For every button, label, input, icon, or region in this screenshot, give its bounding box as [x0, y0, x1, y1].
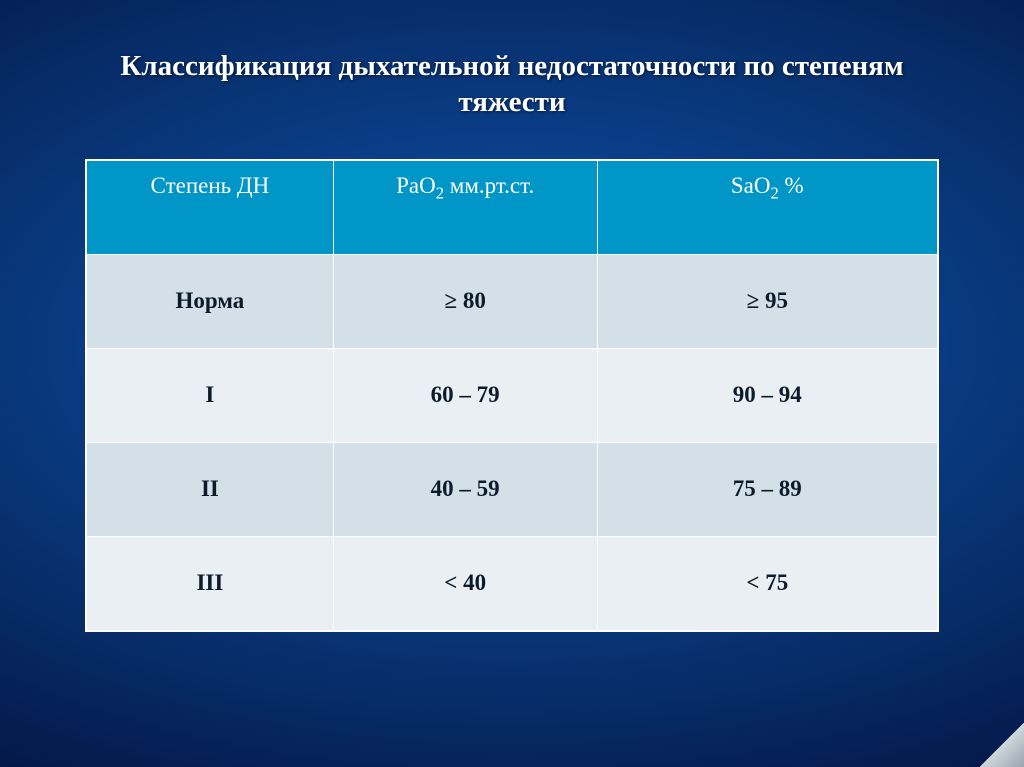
table-cell: Норма: [87, 254, 334, 348]
table-row: II40 – 5975 – 89: [87, 442, 938, 536]
table-cell: 75 – 89: [597, 442, 937, 536]
table-cell: < 40: [333, 536, 597, 630]
table-body: Норма≥ 80≥ 95I60 – 7990 – 94II40 – 5975 …: [87, 254, 938, 630]
table-row: I60 – 7990 – 94: [87, 348, 938, 442]
table-cell: I: [87, 348, 334, 442]
header-degree: Степень ДН: [87, 160, 334, 254]
table-cell: 90 – 94: [597, 348, 937, 442]
header-sao2: SaO2 %: [597, 160, 937, 254]
table-cell: ≥ 80: [333, 254, 597, 348]
table-cell: 60 – 79: [333, 348, 597, 442]
table-cell: 40 – 59: [333, 442, 597, 536]
classification-table-container: Степень ДН РаО2 мм.рт.ст. SaO2 % Норма≥ …: [85, 159, 939, 632]
table-row: Норма≥ 80≥ 95: [87, 254, 938, 348]
slide-title: Классификация дыхательной недостаточност…: [82, 48, 942, 121]
table-cell: < 75: [597, 536, 937, 630]
page-curl-icon: [980, 723, 1024, 767]
classification-table: Степень ДН РаО2 мм.рт.ст. SaO2 % Норма≥ …: [86, 160, 938, 631]
table-cell: III: [87, 536, 334, 630]
table-header-row: Степень ДН РаО2 мм.рт.ст. SaO2 %: [87, 160, 938, 254]
header-pao2: РаО2 мм.рт.ст.: [333, 160, 597, 254]
table-cell: ≥ 95: [597, 254, 937, 348]
table-cell: II: [87, 442, 334, 536]
table-row: III< 40< 75: [87, 536, 938, 630]
